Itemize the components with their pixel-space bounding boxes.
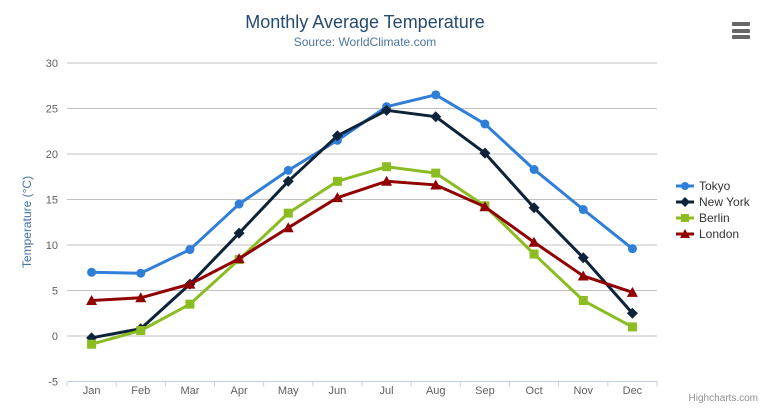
hamburger-bar [732,28,750,33]
data-point[interactable] [529,164,539,174]
y-tick-label: 10 [46,240,58,252]
data-point[interactable] [430,111,442,123]
y-axis-title: Temperature (°C) [20,175,34,269]
x-tick-label: Jun [329,385,347,397]
hamburger-bar [732,22,750,26]
legend-label: London [699,227,740,241]
legend-item-tokyo[interactable]: Tokyo [676,178,750,194]
data-point[interactable] [185,299,195,309]
x-tick-label: Oct [526,385,543,397]
x-tick-label: May [278,385,299,397]
data-point[interactable] [430,179,442,190]
data-point[interactable] [577,252,589,264]
x-tick-label: Sep [475,385,495,397]
y-tick-label: 5 [52,286,58,298]
x-tick-label: Jan [83,385,101,397]
x-tick-label: Feb [131,385,150,397]
legend-label: Tokyo [699,179,731,193]
x-tick-label: Mar [180,385,199,397]
hamburger-bar [732,35,750,39]
data-point[interactable] [479,147,491,159]
data-point[interactable] [332,176,342,186]
data-point[interactable] [282,222,294,233]
hamburger-icon[interactable] [732,22,750,39]
data-point[interactable] [480,119,490,129]
series-line-london[interactable] [90,179,634,303]
y-tick-label: 0 [52,331,58,343]
data-point[interactable] [626,307,638,319]
legend-marker-triangle-icon [676,229,694,238]
series-tokyo [87,90,637,278]
x-tick-label: Jul [380,385,394,397]
data-point[interactable] [529,249,539,259]
data-point[interactable] [577,270,589,281]
data-point[interactable] [528,202,540,214]
data-point[interactable] [135,292,147,303]
data-point[interactable] [382,162,392,172]
chart-subtitle: Source: WorldClimate.com [293,35,437,49]
legend-item-berlin[interactable]: Berlin [676,210,750,226]
series-berlin [87,162,637,349]
data-point[interactable] [331,192,343,203]
legend-marker-square-icon [676,214,694,222]
legend-marker-diamond-icon [676,197,694,207]
data-point[interactable] [479,201,491,212]
legend-marker-circle-icon [676,182,694,190]
x-tick-label: Apr [231,385,248,397]
y-tick-label: -5 [48,377,58,389]
data-point[interactable] [233,253,245,264]
data-point[interactable] [87,339,97,349]
y-tick-label: 15 [46,195,58,207]
credits-link[interactable]: Highcharts.com [688,393,758,404]
data-point[interactable] [431,168,441,178]
data-point[interactable] [233,227,245,239]
data-point[interactable] [283,165,293,175]
data-point[interactable] [381,175,393,186]
data-point[interactable] [528,236,540,247]
series-line-berlin[interactable] [90,165,634,346]
data-point[interactable] [86,295,98,306]
y-tick-label: 25 [46,104,58,116]
series-new-york [86,104,638,344]
legend-label: Berlin [699,211,730,225]
data-point[interactable] [87,267,97,277]
data-point[interactable] [282,175,294,187]
data-point[interactable] [234,199,244,209]
data-point[interactable] [627,322,637,332]
data-point[interactable] [381,104,393,116]
series-london [86,175,638,306]
x-tick-label: Aug [426,385,446,397]
data-point[interactable] [136,326,146,336]
y-tick-label: 30 [46,58,58,70]
chart-title: Monthly Average Temperature [245,12,485,32]
legend-item-london[interactable]: London [676,226,750,242]
data-point[interactable] [136,268,146,278]
data-point[interactable] [283,208,293,218]
data-point[interactable] [627,244,637,254]
y-tick-label: 20 [46,149,58,161]
data-point[interactable] [626,286,638,297]
data-point[interactable] [578,205,588,215]
data-point[interactable] [184,278,196,289]
x-tick-label: Dec [623,385,643,397]
x-tick-label: Nov [573,385,593,397]
data-point[interactable] [331,130,343,142]
legend: Tokyo New York Berlin London [676,178,750,242]
legend-item-new-york[interactable]: New York [676,194,750,210]
legend-label: New York [699,195,750,209]
series-line-new-york[interactable] [90,108,634,340]
data-point[interactable] [185,245,195,255]
data-point[interactable] [431,90,441,100]
data-point[interactable] [578,296,588,306]
